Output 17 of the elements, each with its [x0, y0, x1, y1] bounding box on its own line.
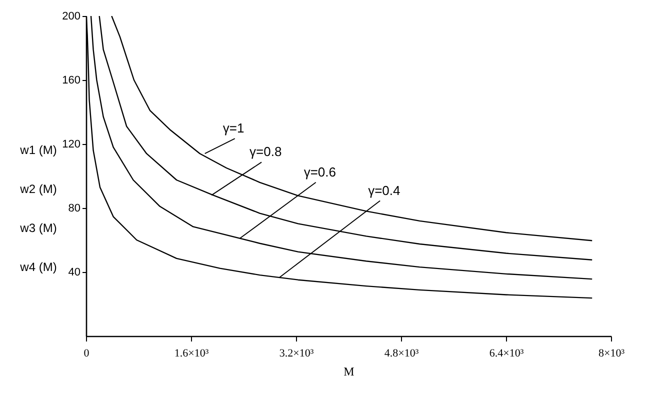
x-tick-label: 1.6×10³ [174, 348, 210, 360]
annotation: γ=0.8 [250, 144, 282, 160]
y-tick-label: 80 [68, 202, 80, 214]
annotation: γ=0.4 [368, 182, 400, 198]
x-tick-label: 0 [84, 348, 90, 360]
text: w1 (M) w2 (M) w3 (M) w4 (M) [20, 143, 57, 274]
x-tick-label: 6.4×10³ [489, 348, 524, 360]
y-tick-label: 200 [62, 10, 80, 22]
x-axis-title: M [344, 364, 355, 378]
x-tick-label: 4.8×10³ [384, 348, 420, 360]
y-tick-label: 120 [62, 138, 80, 150]
y-tick-label: 40 [68, 266, 80, 278]
y-tick-label: 160 [62, 74, 80, 86]
x-tick-label: 8×10³ [598, 348, 626, 360]
annotation: γ=0.6 [304, 164, 336, 180]
x-tick-label: 3.2×10³ [279, 348, 314, 360]
annotation: γ=1 [222, 120, 244, 136]
